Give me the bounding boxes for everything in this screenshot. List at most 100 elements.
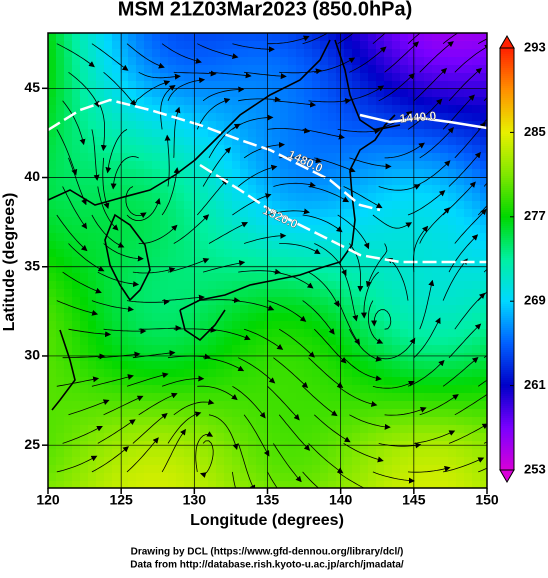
- streamline: [378, 337, 416, 360]
- field-cell: [416, 481, 425, 488]
- field-cell: [128, 473, 137, 482]
- field-cell: [376, 41, 385, 50]
- streamline: [232, 385, 266, 419]
- field-cell: [88, 473, 97, 482]
- field-cell: [368, 105, 377, 114]
- field-cell: [352, 121, 361, 130]
- field-cell: [80, 153, 89, 162]
- field-cell: [416, 177, 425, 186]
- field-cell: [360, 185, 369, 194]
- field-cell: [104, 137, 113, 146]
- field-cell: [96, 209, 105, 218]
- field-cell: [312, 193, 321, 202]
- field-cell: [208, 481, 217, 488]
- field-cell: [304, 201, 313, 210]
- field-cell: [176, 201, 185, 210]
- field-cell: [368, 457, 377, 466]
- field-cell: [184, 361, 193, 370]
- streamline: [407, 190, 446, 216]
- field-cell: [360, 281, 369, 290]
- field-cell: [136, 481, 145, 488]
- field-cell: [304, 241, 313, 250]
- field-cell: [64, 409, 73, 418]
- field-cell: [56, 353, 65, 362]
- field-cell: [288, 233, 297, 242]
- field-cell: [408, 457, 417, 466]
- field-cell: [224, 113, 233, 122]
- field-cell: [224, 433, 233, 442]
- field-cell: [336, 313, 345, 322]
- field-cell: [272, 153, 281, 162]
- field-cell: [448, 81, 457, 90]
- field-cell: [384, 89, 393, 98]
- field-cell: [392, 449, 401, 458]
- field-cell: [248, 409, 257, 418]
- field-cell: [176, 89, 185, 98]
- field-cell: [152, 385, 161, 394]
- field-cell: [112, 425, 121, 434]
- field-cell: [352, 145, 361, 154]
- field-cell: [168, 369, 177, 378]
- field-cell: [384, 265, 393, 274]
- field-cell: [296, 57, 305, 66]
- field-cell: [328, 337, 337, 346]
- field-cell: [296, 49, 305, 58]
- field-cell: [304, 233, 313, 242]
- colorbar-cell: [500, 106, 514, 109]
- field-cell: [168, 337, 177, 346]
- field-cell: [312, 329, 321, 338]
- streamline: [314, 157, 356, 173]
- field-cell: [416, 377, 425, 386]
- field-cell: [456, 361, 465, 370]
- field-cell: [296, 297, 305, 306]
- field-cell: [48, 329, 57, 338]
- field-cell: [424, 161, 433, 170]
- field-cell: [120, 425, 129, 434]
- field-cell: [248, 129, 257, 138]
- field-cell: [208, 33, 217, 42]
- field-cell: [120, 329, 129, 338]
- field-cell: [88, 209, 97, 218]
- field-cell: [384, 353, 393, 362]
- field-cell: [80, 169, 89, 178]
- field-cell: [48, 57, 57, 66]
- colorbar-cell: [500, 270, 514, 273]
- field-cell: [264, 137, 273, 146]
- field-cell: [408, 305, 417, 314]
- field-cell: [280, 329, 289, 338]
- field-cell: [432, 121, 441, 130]
- field-cell: [208, 449, 217, 458]
- colorbar-cell: [500, 164, 514, 167]
- field-cell: [440, 217, 449, 226]
- field-cell: [272, 353, 281, 362]
- field-cell: [128, 161, 137, 170]
- footer-line: Data from http://database.rish.kyoto-u.a…: [130, 560, 404, 571]
- field-cell: [152, 345, 161, 354]
- field-cell: [72, 41, 81, 50]
- field-cell: [136, 209, 145, 218]
- field-cell: [408, 465, 417, 474]
- field-cell: [456, 457, 465, 466]
- field-cell: [344, 129, 353, 138]
- field-cell: [144, 97, 153, 106]
- field-cell: [200, 361, 209, 370]
- field-cell: [240, 409, 249, 418]
- streamline: [132, 267, 176, 274]
- field-cell: [472, 481, 481, 488]
- field-cell: [88, 449, 97, 458]
- field-cell: [136, 265, 145, 274]
- field-cell: [280, 257, 289, 266]
- colorbar-cell: [500, 210, 514, 213]
- field-cell: [264, 193, 273, 202]
- field-cell: [224, 129, 233, 138]
- field-cell: [232, 417, 241, 426]
- field-cell: [320, 401, 329, 410]
- field-cell: [312, 73, 321, 82]
- field-cell: [256, 449, 265, 458]
- colorbar-cell: [500, 464, 514, 467]
- field-cell: [216, 185, 225, 194]
- field-cell: [320, 225, 329, 234]
- field-cell: [432, 161, 441, 170]
- streamline: [91, 374, 134, 387]
- field-cell: [304, 73, 313, 82]
